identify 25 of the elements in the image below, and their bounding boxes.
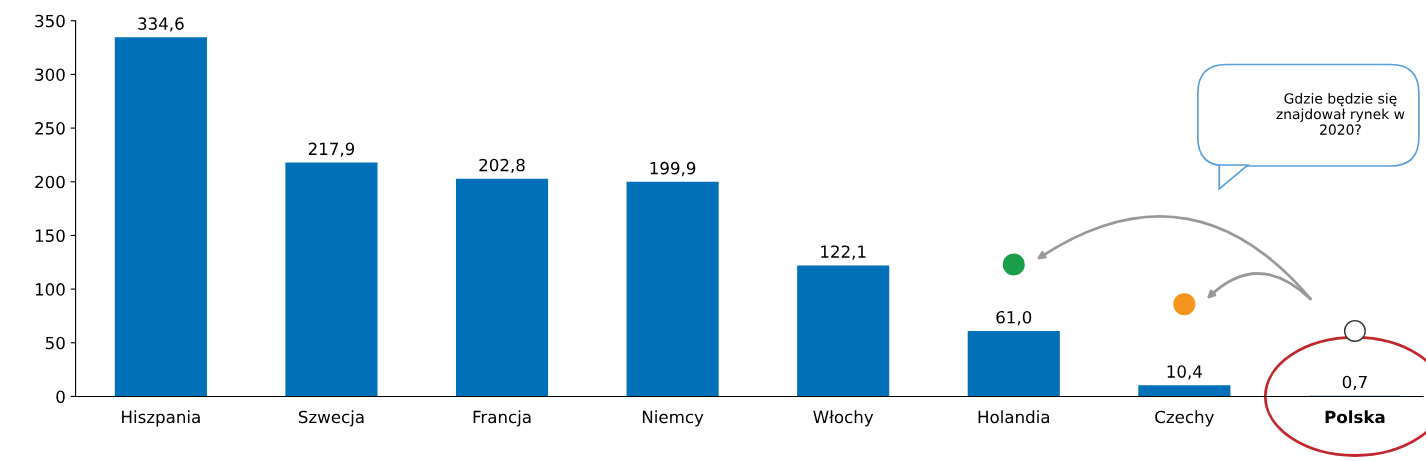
x-tick-label: Francja (473, 410, 531, 427)
data-label: 61,0 (996, 310, 1032, 326)
y-tick-label: 300 (35, 68, 65, 81)
data-label: 202,8 (479, 158, 525, 174)
x-tick-label: Czechy (1155, 410, 1214, 427)
y-tick-label: 100 (35, 283, 65, 296)
data-label: 0,7 (1342, 375, 1367, 391)
x-tick-label: Polska (1325, 410, 1385, 424)
y-tick-label: 50 (45, 336, 65, 350)
x-tick-label: Niemcy (642, 410, 704, 427)
x-tick-label: Włochy (813, 410, 874, 427)
y-tick-label: 150 (35, 229, 65, 243)
data-label: 334,6 (138, 17, 184, 32)
y-tick-label: 250 (35, 122, 65, 135)
data-label: 199,9 (650, 161, 696, 177)
y-tick-label: 0 (56, 390, 65, 404)
y-tick-label: 350 (35, 14, 65, 28)
data-label: 122,1 (821, 245, 866, 260)
data-label: 217,9 (308, 142, 355, 157)
x-tick-label: Szwecja (298, 410, 364, 427)
data-label: 10,4 (1167, 365, 1202, 380)
y-tick-label: 200 (35, 175, 65, 189)
x-tick-label: Holandia (978, 410, 1050, 424)
annotation: Gdzie będzie się znajdował rynek w 2020? (1276, 92, 1405, 135)
x-tick-label: Hiszpania (122, 410, 200, 427)
